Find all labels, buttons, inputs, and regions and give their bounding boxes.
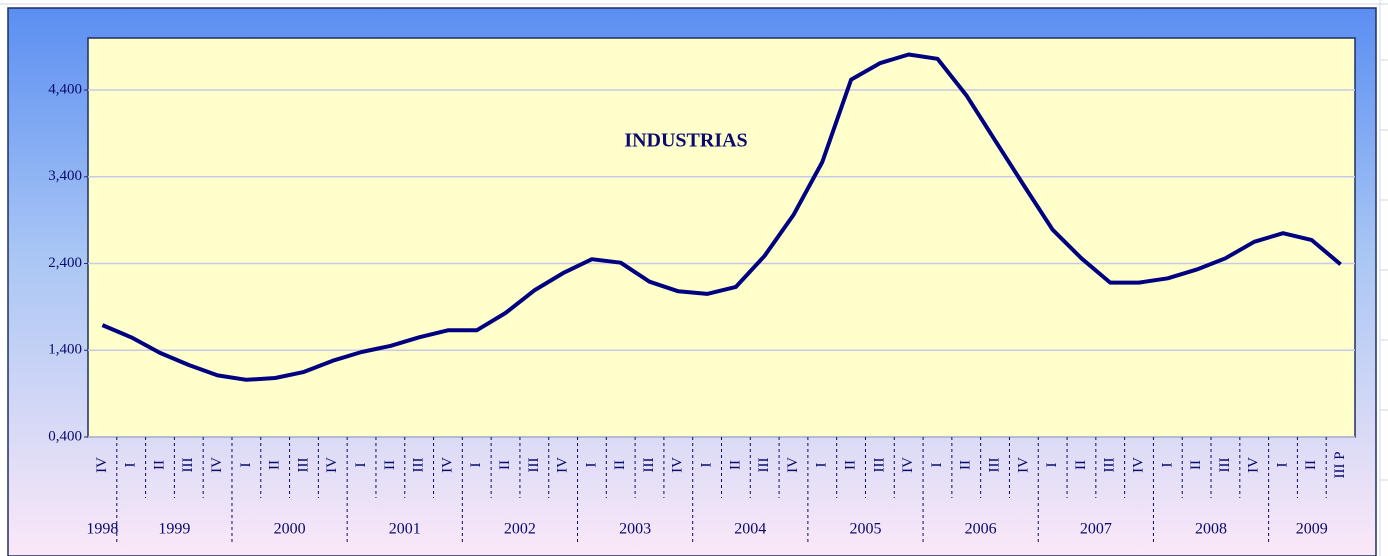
x-tick-label: IV bbox=[1015, 457, 1031, 473]
x-tick-label: III bbox=[871, 458, 887, 473]
x-tick-label: III bbox=[756, 458, 772, 473]
x-tick-label: IV bbox=[1246, 457, 1262, 473]
year-label: 2005 bbox=[849, 521, 881, 538]
year-label: 2000 bbox=[274, 521, 306, 538]
x-tick-label: IV bbox=[94, 457, 110, 473]
x-tick-label: IV bbox=[439, 457, 455, 473]
x-tick-label: II bbox=[727, 460, 743, 470]
x-tick-label: I bbox=[583, 463, 599, 468]
x-tick-label: II bbox=[382, 460, 398, 470]
x-tick-label: IV bbox=[900, 457, 916, 473]
year-label: 2002 bbox=[504, 521, 536, 538]
year-label: 2001 bbox=[389, 521, 421, 538]
x-tick-label: I bbox=[1159, 463, 1175, 468]
x-tick-label: III bbox=[411, 458, 427, 473]
x-tick-label: I bbox=[814, 463, 830, 468]
x-tick-label: I bbox=[1044, 463, 1060, 468]
data-line bbox=[101, 52, 1342, 382]
x-tick-label: III bbox=[1102, 458, 1118, 473]
x-tick-label: IV bbox=[670, 457, 686, 473]
year-label: 2004 bbox=[734, 521, 766, 538]
x-tick-label: II bbox=[843, 460, 859, 470]
x-tick-label: II bbox=[267, 460, 283, 470]
chart-title: INDUSTRIAS bbox=[624, 130, 747, 152]
x-tick-label: II bbox=[612, 460, 628, 470]
year-label: 2007 bbox=[1080, 521, 1112, 538]
year-label: 2003 bbox=[619, 521, 651, 538]
y-tick-label: 1,400 bbox=[48, 342, 82, 358]
year-label: 1998 bbox=[86, 521, 118, 538]
x-tick-label: IV bbox=[785, 457, 801, 473]
x-tick-label: III bbox=[641, 458, 657, 473]
x-tick-label: I bbox=[238, 463, 254, 468]
x-tick-label: II bbox=[1188, 460, 1204, 470]
year-label: 2008 bbox=[1195, 521, 1227, 538]
year-label: 1999 bbox=[158, 521, 190, 538]
x-tick-label: I bbox=[123, 463, 139, 468]
year-label: 2006 bbox=[965, 521, 997, 538]
x-tick-label: I bbox=[1274, 463, 1290, 468]
x-tick-label: II bbox=[151, 460, 167, 470]
x-tick-label: I bbox=[699, 463, 715, 468]
y-tick-label: 4,400 bbox=[48, 81, 82, 97]
plot-area bbox=[87, 37, 1356, 438]
x-tick-label: IV bbox=[209, 457, 225, 473]
y-tick-label: 3,400 bbox=[48, 168, 82, 184]
y-tick-label: 0,400 bbox=[48, 428, 82, 444]
x-tick-label: II bbox=[1073, 460, 1089, 470]
x-tick-label: III bbox=[295, 458, 311, 473]
x-tick-label: III bbox=[526, 458, 542, 473]
y-tick-label: 2,400 bbox=[48, 255, 82, 271]
x-tick-label: IV bbox=[555, 457, 571, 473]
x-tick-label: IV bbox=[1130, 457, 1146, 473]
x-tick-label: II bbox=[958, 460, 974, 470]
year-label: 2009 bbox=[1296, 521, 1328, 538]
x-tick-label: II bbox=[497, 460, 513, 470]
x-tick-label: III P bbox=[1332, 451, 1348, 478]
x-tick-label: I bbox=[353, 463, 369, 468]
x-tick-label: I bbox=[929, 463, 945, 468]
x-tick-label: III bbox=[180, 458, 196, 473]
x-tick-label: III bbox=[986, 458, 1002, 473]
x-tick-label: IV bbox=[324, 457, 340, 473]
x-tick-label: II bbox=[1303, 460, 1319, 470]
x-tick-label: III bbox=[1217, 458, 1233, 473]
x-tick-label: I bbox=[468, 463, 484, 468]
